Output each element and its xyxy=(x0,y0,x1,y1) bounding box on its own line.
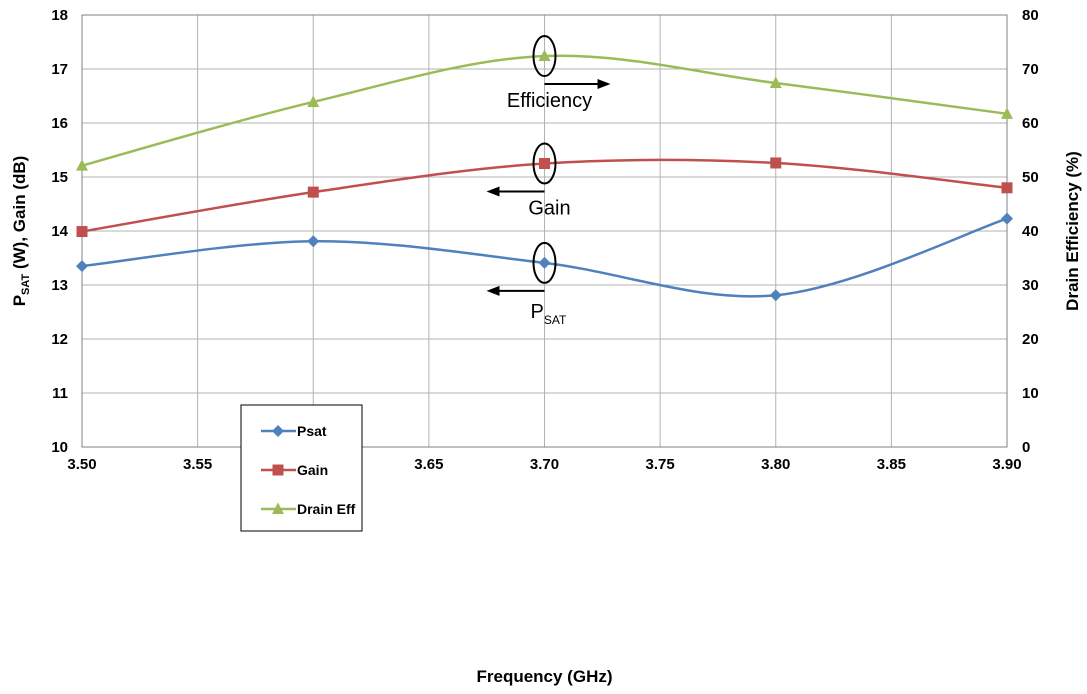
y-axis-title-rest: (W), Gain (dB) xyxy=(10,156,29,274)
y2-tick-label: 80 xyxy=(1022,7,1039,24)
annotation-psat: PSAT xyxy=(486,241,567,327)
legend-marker xyxy=(272,502,284,514)
y-tick-label: 17 xyxy=(51,61,68,78)
legend-label: Drain Eff xyxy=(297,501,356,517)
data-point xyxy=(76,226,88,238)
y2-tick-label: 0 xyxy=(1022,439,1030,456)
annotations: Efficiency Gain PSAT xyxy=(486,35,611,327)
y-tick-label: 15 xyxy=(51,169,68,186)
y-tick-labels: 10 11 12 13 14 15 16 17 18 xyxy=(51,7,68,456)
x-tick-labels: 3.503.553.603.653.703.753.803.853.90 xyxy=(67,456,1021,473)
arrow-head-left-icon xyxy=(486,186,500,197)
y-tick-label: 14 xyxy=(51,223,68,240)
y-tick-label: 13 xyxy=(51,277,68,294)
y-tick-label: 12 xyxy=(51,331,68,348)
data-point xyxy=(770,157,782,169)
series-psat xyxy=(76,212,1013,302)
legend: Psat Gain Drain Eff xyxy=(240,404,363,532)
annotation-ellipse-psat xyxy=(532,241,557,284)
data-point xyxy=(538,49,551,62)
y-tick-label: 11 xyxy=(52,385,68,402)
legend-item: Gain xyxy=(261,462,328,478)
y2-tick-labels: 0 10 20 30 40 50 60 70 80 xyxy=(1022,7,1039,456)
arrow-head-right-icon xyxy=(597,79,611,90)
y2-tick-label: 30 xyxy=(1022,277,1039,294)
y-axis-title-main: P xyxy=(10,295,29,306)
x-tick-label: 3.80 xyxy=(761,456,790,473)
legend-label: Gain xyxy=(297,462,328,478)
x-tick-label: 3.75 xyxy=(646,456,675,473)
grid xyxy=(81,14,1008,448)
annotation-ellipse-gain xyxy=(532,142,557,185)
x-tick-label: 3.65 xyxy=(414,456,443,473)
data-point xyxy=(307,235,320,248)
x-tick-label: 3.70 xyxy=(530,456,559,473)
y2-tick-label: 50 xyxy=(1022,169,1039,186)
data-point xyxy=(1001,182,1013,194)
x-tick-label: 3.55 xyxy=(183,456,212,473)
legend-item: Psat xyxy=(261,423,327,439)
y-axis-title-sub: SAT xyxy=(20,273,32,294)
y-tick-label: 18 xyxy=(51,7,68,24)
x-tick-label: 3.85 xyxy=(877,456,906,473)
annotation-ellipse-efficiency xyxy=(532,35,557,78)
annotation-gain: Gain xyxy=(486,142,571,220)
data-point xyxy=(307,95,320,107)
annotation-efficiency: Efficiency xyxy=(507,35,611,112)
data-point xyxy=(76,260,88,273)
legend-marker xyxy=(272,464,284,476)
annotation-label-psat: PSAT xyxy=(531,301,567,327)
annotation-label-psat-main: P xyxy=(531,301,544,323)
annotation-label-psat-sub: SAT xyxy=(544,313,567,327)
data-point xyxy=(76,159,88,171)
series-layer xyxy=(76,49,1013,302)
annotation-label-gain: Gain xyxy=(528,198,570,220)
y2-axis-title: Drain Efficiency (%) xyxy=(1063,151,1082,311)
legend-marker xyxy=(272,425,284,437)
legend-label: Psat xyxy=(297,423,327,439)
x-axis-title: Frequency (GHz) xyxy=(476,667,612,686)
arrow-head-left-icon xyxy=(486,285,500,296)
annotation-label-efficiency: Efficiency xyxy=(507,90,592,112)
y2-tick-label: 60 xyxy=(1022,115,1039,132)
data-point xyxy=(769,289,782,302)
legend-item: Drain Eff xyxy=(261,501,356,517)
data-point xyxy=(538,256,551,269)
y-axis-title: PSAT (W), Gain (dB) xyxy=(10,156,32,307)
y-tick-label: 16 xyxy=(51,115,68,132)
data-point xyxy=(1001,212,1013,225)
x-tick-label: 3.90 xyxy=(992,456,1021,473)
series-drain-eff xyxy=(76,49,1013,171)
series-gain xyxy=(76,157,1013,238)
data-point xyxy=(539,158,550,169)
data-point xyxy=(1001,107,1013,119)
data-point xyxy=(769,76,782,89)
y2-tick-label: 20 xyxy=(1022,331,1039,348)
data-point xyxy=(307,186,319,198)
y2-tick-label: 10 xyxy=(1022,385,1039,402)
y2-tick-label: 40 xyxy=(1022,223,1039,240)
y-tick-label: 10 xyxy=(51,439,68,456)
y2-tick-label: 70 xyxy=(1022,61,1039,78)
x-tick-label: 3.50 xyxy=(67,456,96,473)
